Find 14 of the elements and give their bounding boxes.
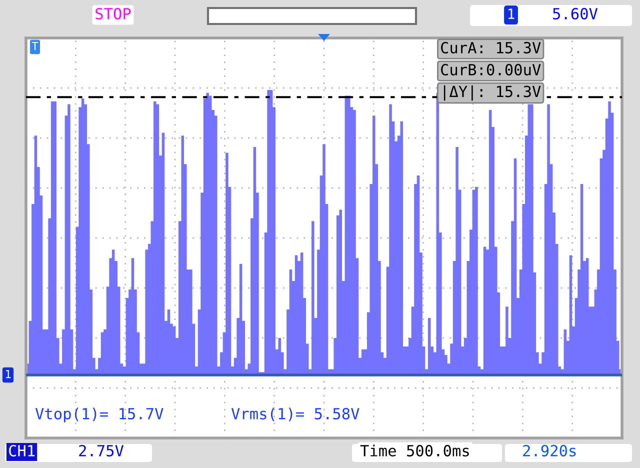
text: 5.60V [553,8,598,20]
text: Vtop(1)= 15.7V [35,408,164,422]
text: CurB:0.00uV [441,64,541,76]
text: 2.75V [79,444,124,456]
text: Vrms(1)= 5.58V [231,408,360,422]
text: T [32,42,38,50]
text: CurA: 15.3V [441,42,541,54]
annotation: |ΔY|: 15.3V [444,85,541,101]
text: CH1 [9,444,35,456]
text: STOP [96,8,131,20]
text: 1 [6,370,11,378]
text: Time 500.0ms [360,444,469,456]
text: 2.920s [523,444,576,456]
text: 1 [508,8,514,19]
